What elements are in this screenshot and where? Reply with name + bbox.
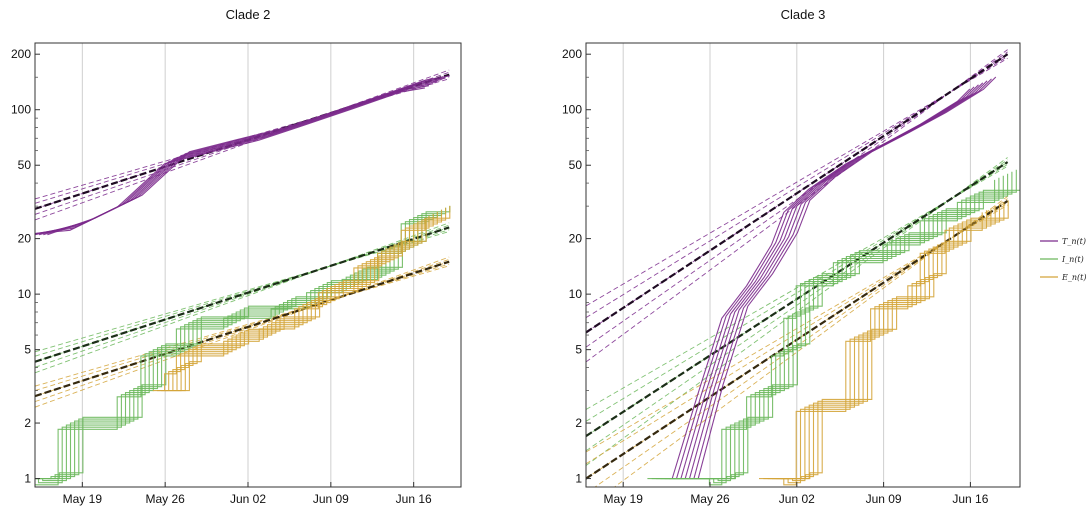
series-T-replicate	[47, 75, 450, 236]
fit-line-E	[35, 263, 450, 391]
series-I-replicate	[656, 175, 1004, 482]
series-T-replicate	[684, 82, 984, 479]
x-tick-label: Jun 16	[396, 492, 432, 506]
fit-line-E	[35, 256, 450, 408]
y-tick-label: 20	[569, 232, 583, 246]
fit-line-I	[35, 222, 450, 374]
x-tick-label: Jun 02	[230, 492, 266, 506]
series-E-replicate	[161, 213, 434, 392]
series-T-replicate	[35, 83, 434, 235]
x-tick-label: May 19	[604, 492, 644, 506]
y-tick-label: 20	[18, 232, 32, 246]
series-E-replicate	[152, 217, 426, 392]
series-I-replicate	[651, 177, 1000, 484]
series-T-replicate	[693, 78, 992, 479]
series-T-replicate	[35, 85, 430, 235]
series-T-replicate	[38, 79, 442, 236]
fit-line-E	[586, 202, 1008, 465]
mean-fit-I	[586, 161, 1009, 437]
fit-line-E	[35, 265, 450, 387]
series-E-replicate	[177, 205, 451, 392]
mean-fit-I	[35, 226, 450, 363]
series-E-replicate	[772, 206, 996, 480]
series-T-replicate	[697, 76, 997, 479]
series-I-replicate	[673, 189, 1020, 480]
x-tick-label: Jun 16	[952, 492, 988, 506]
panel-title: Clade 2	[226, 7, 271, 22]
y-tick-label: 50	[569, 158, 583, 172]
series-T-replicate	[35, 87, 425, 235]
panel-2: Clade 3 1 2 5 10 20 50 100 200 May 19 May 26 Jun 02…	[562, 7, 1021, 506]
legend-label-E: E_n(t)	[1061, 273, 1086, 282]
plot-area	[35, 69, 451, 486]
series-E-replicate	[169, 209, 443, 392]
x-tick-label: May 26	[145, 492, 185, 506]
fit-line-T	[586, 56, 1008, 319]
y-tick-label: 10	[18, 287, 32, 301]
series-T-replicate	[43, 77, 446, 236]
panel-title: Clade 3	[781, 7, 826, 22]
x-tick-label: May 26	[690, 492, 730, 506]
series-T-replicate	[35, 81, 438, 236]
plot-area	[586, 49, 1020, 487]
fit-line-I	[586, 164, 1008, 422]
y-tick-label: 10	[569, 287, 583, 301]
legend-label-I: I_n(t)	[1061, 255, 1084, 264]
series-E-replicate	[780, 202, 1005, 480]
fit-line-T	[586, 57, 1008, 307]
series-I-replicate	[669, 169, 1017, 480]
y-tick-label: 100	[562, 103, 582, 117]
y-tick-label: 100	[11, 103, 31, 117]
legend: T_n(t) I_n(t) E_n(t)	[1040, 237, 1086, 282]
series-E-replicate	[173, 207, 447, 392]
panel-1: Clade 2 1 2 5 10 20 50 100 200 May 19 May 26 Jun 02…	[11, 7, 462, 506]
y-tick-label: 1	[575, 472, 582, 486]
series-T-replicate	[680, 84, 979, 479]
y-tick-label: 50	[18, 158, 32, 172]
plot-frame	[585, 42, 1021, 488]
series-E-replicate	[785, 200, 1009, 480]
series-I-replicate	[664, 171, 1013, 480]
y-tick-label: 2	[24, 416, 31, 430]
x-tick-label: May 19	[63, 492, 103, 506]
mean-fit-T	[586, 53, 1009, 334]
fit-line-I	[586, 159, 1008, 452]
series-E-replicate	[156, 215, 430, 392]
fit-line-T	[35, 69, 450, 221]
x-tick-label: Jun 02	[779, 492, 815, 506]
fit-line-I	[586, 165, 1008, 410]
y-tick-label: 5	[575, 343, 582, 357]
x-tick-label: Jun 09	[313, 492, 349, 506]
series-T-replicate	[688, 80, 988, 479]
series-I-replicate	[647, 179, 996, 486]
y-tick-label: 200	[11, 47, 31, 61]
y-tick-label: 200	[562, 47, 582, 61]
series-E-replicate	[165, 211, 438, 392]
legend-label-T: T_n(t)	[1062, 237, 1086, 246]
x-tick-label: Jun 09	[866, 492, 902, 506]
y-tick-label: 1	[24, 472, 31, 486]
y-tick-label: 5	[24, 343, 31, 357]
y-tick-label: 2	[575, 416, 582, 430]
mean-fit-E	[35, 260, 450, 398]
series-I-replicate	[660, 173, 1009, 480]
